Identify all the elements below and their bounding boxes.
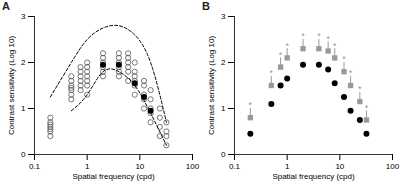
svg-text:2: 2 [21, 58, 26, 67]
svg-text:Spatial frequency (cpd): Spatial frequency (cpd) [72, 172, 155, 181]
svg-text:*: * [333, 41, 337, 51]
html-text:A: A [2, 0, 10, 12]
svg-text:100: 100 [186, 162, 200, 171]
svg-text:0: 0 [21, 150, 26, 159]
svg-text:3: 3 [21, 12, 26, 21]
svg-text:1: 1 [85, 162, 90, 171]
svg-text:100: 100 [386, 162, 400, 171]
svg-text:*: * [365, 103, 369, 113]
svg-text:2: 2 [221, 58, 226, 67]
svg-text:1: 1 [21, 104, 26, 113]
svg-text:1: 1 [221, 104, 226, 113]
svg-text:*: * [249, 100, 253, 110]
html-text:B: B [202, 0, 210, 12]
svg-text:3: 3 [221, 12, 226, 21]
svg-text:*: * [326, 34, 330, 44]
svg-text:*: * [349, 68, 353, 78]
svg-text:Contrast sensitivity (Log 10): Contrast sensitivity (Log 10) [207, 36, 216, 135]
svg-text:*: * [285, 41, 289, 51]
svg-text:*: * [317, 31, 321, 41]
svg-text:10: 10 [135, 162, 144, 171]
svg-text:Contrast sensitivity (Log 10): Contrast sensitivity (Log 10) [7, 36, 16, 135]
svg-text:*: * [301, 31, 305, 41]
svg-text:0.1: 0.1 [229, 162, 241, 171]
svg-text:*: * [342, 54, 346, 64]
svg-text:*: * [279, 50, 283, 60]
svg-text:*: * [270, 68, 274, 78]
svg-text:Spatial frequency (cpd): Spatial frequency (cpd) [272, 172, 355, 181]
svg-text:0.1: 0.1 [29, 162, 41, 171]
svg-text:0: 0 [221, 150, 226, 159]
svg-text:10: 10 [335, 162, 344, 171]
svg-text:*: * [358, 84, 362, 94]
svg-text:1: 1 [285, 162, 290, 171]
